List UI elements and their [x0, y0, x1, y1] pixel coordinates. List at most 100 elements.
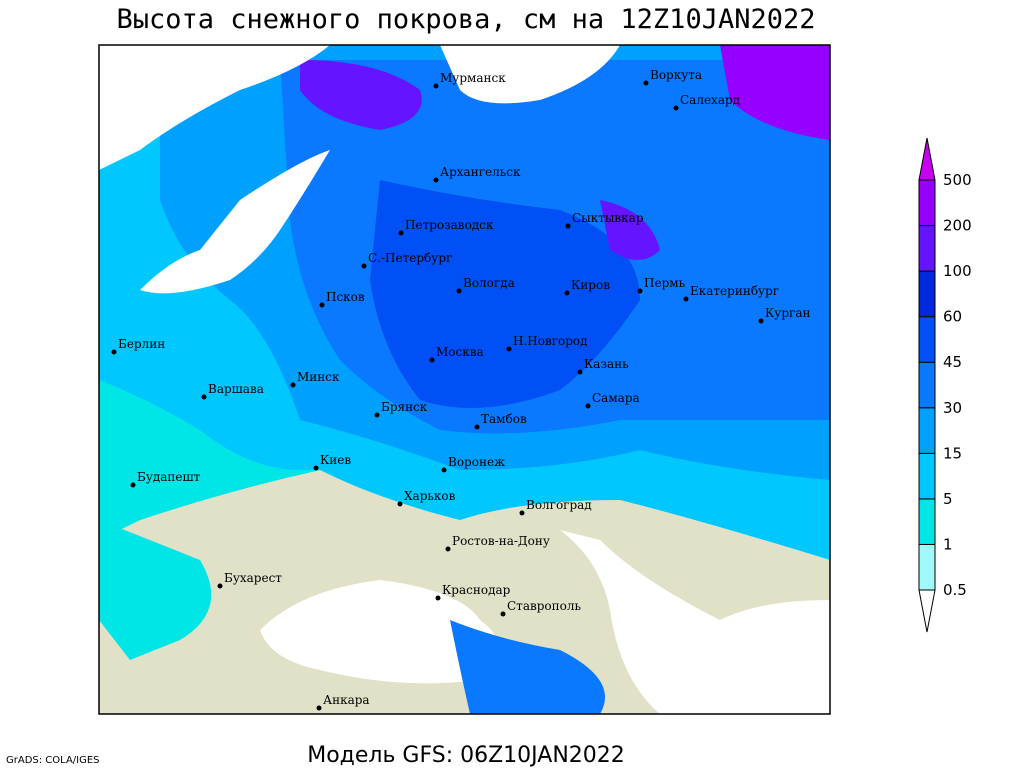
snow-45	[370, 180, 640, 408]
city-dot	[441, 467, 447, 473]
city-label: Архангельск	[440, 165, 521, 179]
title: Высота снежного покрова, см на 12Z10JAN2…	[117, 4, 816, 35]
city-label: Анкара	[323, 693, 370, 707]
city-label: Тамбов	[481, 412, 527, 426]
city-dot	[217, 583, 223, 589]
city-dot	[435, 595, 441, 601]
city-label: Москва	[436, 345, 484, 359]
city-dot	[673, 105, 679, 111]
city-label: Казань	[584, 357, 629, 371]
legend-high	[918, 137, 936, 181]
city-label: Воркута	[650, 68, 702, 82]
city-dot	[445, 546, 451, 552]
city-dot	[316, 705, 322, 711]
city-label: Псков	[326, 290, 365, 304]
city-label: Ставрополь	[507, 599, 581, 613]
city-dot	[564, 290, 570, 296]
city-label: Воронеж	[448, 455, 505, 469]
city-dot	[565, 223, 571, 229]
city-dot	[397, 501, 403, 507]
city-dot	[683, 296, 689, 302]
city-dot	[758, 318, 764, 324]
snow-100	[300, 60, 422, 130]
city-label: Н.Новгород	[513, 334, 588, 348]
map: Мурманск Воркута Салехард Архангельск Петроз…	[98, 44, 831, 715]
credit: GrADS: COLA/IGES	[6, 755, 100, 766]
baltic-sea	[140, 150, 330, 294]
city-label: Вологда	[463, 276, 515, 290]
city-dot	[577, 369, 583, 375]
city-dot	[290, 382, 296, 388]
legend-label: 45	[943, 353, 962, 371]
snow-1	[99, 380, 320, 540]
city-dot	[506, 346, 512, 352]
legend-label: 0.5	[943, 581, 967, 599]
legend-label: 30	[943, 399, 962, 417]
city-label: Варшава	[208, 382, 264, 396]
legend-box	[918, 407, 936, 454]
legend-box	[918, 270, 936, 318]
caucasus-snow	[450, 620, 605, 714]
city-dot	[319, 302, 325, 308]
legend-box	[918, 225, 936, 272]
legend-box	[918, 452, 936, 500]
snow-100b	[600, 200, 660, 260]
city-dot	[433, 177, 439, 183]
city-dot	[433, 83, 439, 89]
legend-label: 100	[943, 262, 972, 280]
caspian-sea	[560, 530, 830, 714]
legend-label: 200	[943, 217, 972, 235]
legend-low	[918, 589, 936, 633]
city-label: Петрозаводск	[405, 218, 494, 232]
city-label: Екатеринбург	[690, 284, 779, 298]
city-dot	[130, 482, 136, 488]
barents-sea	[440, 45, 620, 104]
city-dot	[474, 424, 480, 430]
legend-label: 1	[943, 535, 953, 553]
legend-box	[918, 361, 936, 409]
city-label: Сыктывкар	[572, 211, 644, 225]
arctic-sea	[99, 45, 330, 170]
city-label: Минск	[297, 370, 340, 384]
city-label: Будапешт	[137, 470, 201, 484]
snow-200	[720, 45, 830, 140]
legend-box	[918, 179, 936, 227]
city-dot	[456, 288, 462, 294]
city-dot	[111, 349, 117, 355]
city-label: Мурманск	[440, 71, 506, 85]
city-label: Курган	[765, 306, 810, 320]
cities: Мурманск Воркута Салехард Архангельск Петроз…	[111, 68, 810, 711]
city-label: Ростов-на-Дону	[452, 534, 550, 548]
city-label: Берлин	[118, 337, 165, 351]
legend-box	[918, 498, 936, 545]
city-dot	[361, 263, 367, 269]
legend-label: 500	[943, 171, 972, 189]
map-frame	[98, 44, 831, 715]
legend-label: 15	[943, 444, 962, 462]
city-label: Брянск	[381, 400, 428, 414]
city-label: Киров	[571, 278, 610, 292]
city-dot	[500, 611, 506, 617]
city-label: Волгоград	[526, 498, 592, 512]
black-sea	[260, 580, 500, 684]
legend-box	[918, 543, 936, 591]
legend-label: 5	[943, 490, 953, 508]
city-label: Бухарест	[224, 571, 282, 585]
city-dot	[201, 394, 207, 400]
city-label: Краснодар	[442, 583, 511, 597]
legend-label: 60	[943, 308, 962, 326]
city-label: Харьков	[404, 489, 456, 503]
city-dot	[429, 357, 435, 363]
snow-1b	[99, 520, 212, 660]
city-label: С.-Петербург	[368, 251, 452, 265]
city-label: Пермь	[644, 276, 686, 290]
city-label: Самара	[592, 391, 640, 405]
city-dot	[398, 230, 404, 236]
city-dot	[519, 510, 525, 516]
city-dot	[313, 465, 319, 471]
city-dot	[374, 412, 380, 418]
city-dot	[643, 80, 649, 86]
city-dot	[585, 403, 591, 409]
